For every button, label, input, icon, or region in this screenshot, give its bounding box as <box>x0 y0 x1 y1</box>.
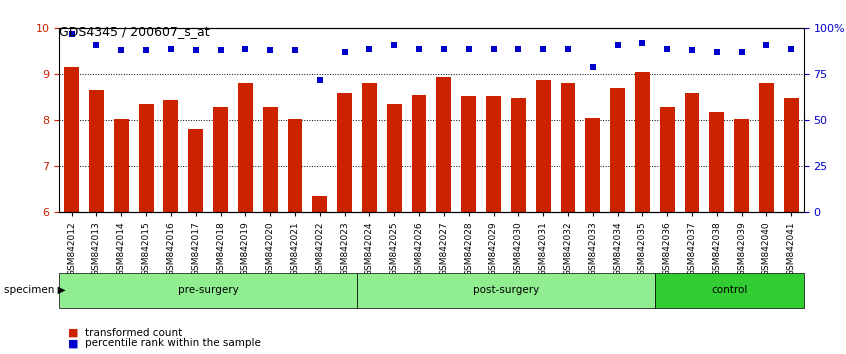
Point <box>611 42 624 48</box>
Point <box>462 46 475 51</box>
Point <box>263 47 277 53</box>
Bar <box>536 80 551 212</box>
Point <box>536 46 550 51</box>
Text: pre-surgery: pre-surgery <box>178 285 239 295</box>
Point <box>65 31 79 37</box>
Bar <box>412 95 426 212</box>
Point <box>140 47 153 53</box>
Bar <box>660 108 674 212</box>
Bar <box>461 96 476 212</box>
Point <box>486 46 500 51</box>
Point <box>735 50 749 55</box>
Bar <box>189 129 203 212</box>
Point <box>313 77 327 83</box>
Point <box>114 47 128 53</box>
Bar <box>163 100 179 212</box>
Point <box>90 42 103 48</box>
Point <box>288 47 302 53</box>
Point <box>760 42 773 48</box>
Bar <box>784 98 799 212</box>
Bar <box>312 196 327 212</box>
Bar <box>238 82 253 212</box>
Bar <box>486 96 501 212</box>
Bar <box>635 72 650 212</box>
Bar <box>684 93 700 212</box>
Text: ■: ■ <box>68 338 78 348</box>
Bar <box>288 119 302 212</box>
Bar <box>114 119 129 212</box>
Point <box>189 47 202 53</box>
Bar <box>710 112 724 212</box>
Point <box>635 40 649 46</box>
Point <box>387 42 401 48</box>
Bar <box>610 88 625 212</box>
Bar <box>139 104 153 212</box>
Point <box>784 46 798 51</box>
Point <box>412 46 426 51</box>
Bar <box>511 98 525 212</box>
Bar <box>362 82 376 212</box>
Text: ■: ■ <box>68 328 78 338</box>
Point <box>685 47 699 53</box>
Bar <box>338 93 352 212</box>
FancyBboxPatch shape <box>655 273 804 308</box>
Point <box>710 50 723 55</box>
Bar <box>64 67 79 212</box>
Bar <box>89 91 104 212</box>
Point <box>512 46 525 51</box>
Point <box>437 46 451 51</box>
Point <box>363 46 376 51</box>
Point <box>561 46 574 51</box>
Text: post-surgery: post-surgery <box>473 285 539 295</box>
Bar <box>734 119 749 212</box>
Text: control: control <box>711 285 747 295</box>
Point <box>214 47 228 53</box>
Text: percentile rank within the sample: percentile rank within the sample <box>85 338 261 348</box>
Bar <box>263 107 277 212</box>
Text: transformed count: transformed count <box>85 328 182 338</box>
Bar <box>387 104 402 212</box>
Point <box>661 46 674 51</box>
Bar <box>213 107 228 212</box>
Bar <box>585 118 600 212</box>
Bar <box>759 82 774 212</box>
FancyBboxPatch shape <box>357 273 655 308</box>
Bar <box>437 77 451 212</box>
Bar <box>561 82 575 212</box>
Point <box>239 46 252 51</box>
Point <box>586 64 600 70</box>
Point <box>164 46 178 51</box>
Text: GDS4345 / 200607_s_at: GDS4345 / 200607_s_at <box>59 25 210 38</box>
Point <box>338 50 351 55</box>
Text: specimen ▶: specimen ▶ <box>4 285 66 295</box>
FancyBboxPatch shape <box>59 273 357 308</box>
